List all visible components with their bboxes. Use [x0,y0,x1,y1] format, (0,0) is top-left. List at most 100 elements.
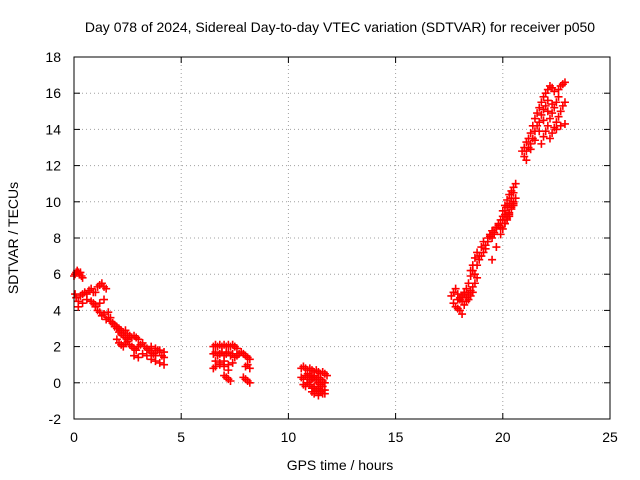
data-point [503,195,512,204]
data-point [160,348,169,357]
data-point [245,355,254,364]
data-point [548,129,557,138]
data-point [215,360,224,369]
data-point [226,376,235,385]
data-point [511,179,520,188]
data-point [78,299,87,308]
y-tick-label: 6 [53,266,61,282]
y-axis-title: SDTVAR / TECUs [5,182,21,294]
data-point [554,112,563,121]
x-tick-label: 5 [177,429,185,445]
data-point [505,210,514,219]
data-point [550,87,559,96]
y-tick-label: 2 [53,339,61,355]
y-tick-label: 18 [45,49,61,65]
data-point [552,98,561,107]
data-point [541,127,550,136]
data-point [241,362,250,371]
y-tick-label: 16 [45,85,61,101]
data-point [554,92,563,101]
data-point [543,96,552,105]
data-point [507,205,516,214]
data-point [220,362,229,371]
data-point [466,266,475,275]
series-segment-4 [447,179,520,319]
series-segment-3 [297,362,331,400]
data-point [526,129,535,138]
y-tick-label: 4 [53,302,61,318]
series-segment-1 [70,266,169,369]
y-tick-label: 12 [45,158,61,174]
data-point [104,308,113,317]
grid-layer [74,57,610,419]
y-tick-label: 10 [45,194,61,210]
data-point [462,284,471,293]
data-point [533,109,542,118]
data-point [477,243,486,252]
x-tick-label: 25 [602,429,618,445]
data-point [77,272,86,281]
data-point [511,194,520,203]
y-tick-labels: -2 0 2 4 6 8 10 12 14 16 18 [45,49,61,427]
data-point [458,297,467,306]
data-point [492,243,501,252]
data-point [460,290,469,299]
data-point [548,109,557,118]
data-point [509,199,518,208]
data-point [543,107,552,116]
y-tick-label: 8 [53,230,61,246]
data-point [535,103,544,112]
data-point [155,358,164,367]
data-point [466,291,475,300]
data-point [76,268,85,277]
data-point [320,386,329,395]
x-tick-label: 20 [495,429,511,445]
data-point [468,261,477,270]
data-point [106,313,115,322]
y-tick-label: 0 [53,375,61,391]
data-point [556,107,565,116]
data-point [245,378,254,387]
data-point [314,373,323,382]
data-point [470,253,479,262]
data-point [537,139,546,148]
x-axis-title: GPS time / hours [287,457,394,473]
data-point [545,114,554,123]
data-point [74,302,83,311]
data-point [556,121,565,130]
data-point [560,78,569,87]
data-point [470,270,479,279]
data-point [160,360,169,369]
data-point [100,310,109,319]
data-point [451,284,460,293]
data-point [142,351,151,360]
data-point [488,234,497,242]
data-point [552,125,561,134]
data-point [151,357,160,366]
data-point [100,295,109,304]
data-point [535,118,544,127]
data-point [541,101,550,110]
data-point [526,145,535,154]
data-point [458,310,467,319]
data-point [151,344,160,353]
data-point [134,353,143,362]
data-point [503,215,512,224]
data-point [228,358,237,367]
series-segment-2 [209,340,254,387]
data-point [138,349,147,358]
data-point [545,134,554,143]
data-point [483,237,492,246]
data-point [232,344,241,353]
data-point [539,116,548,125]
data-point [530,114,539,123]
data-point [211,362,220,371]
data-point [539,132,548,141]
x-tick-label: 0 [70,429,78,445]
data-point [312,386,321,395]
data-point [543,121,552,130]
points-layer [70,78,569,400]
data-point [102,284,111,293]
data-point [498,224,507,233]
